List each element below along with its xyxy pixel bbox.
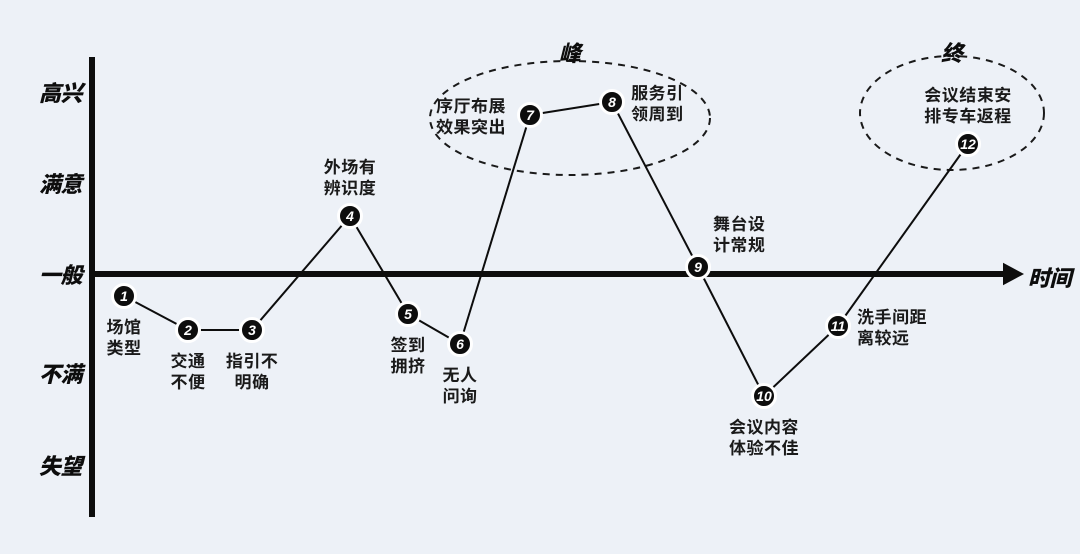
journey-chart: 高兴满意一般不满失望 时间 峰 终 1 场馆类型 2 交通不便 3 指引不明确 4 外场有辨识度 5 签到… [0, 0, 1080, 554]
y-axis-label: 一般 [22, 258, 82, 290]
point-label: 舞台设计常规 [713, 212, 773, 255]
y-axis-label: 失望 [22, 449, 82, 481]
data-point: 2 [175, 317, 201, 343]
point-marker: 10 [751, 383, 777, 409]
section-label: 峰 [559, 36, 581, 68]
point-label: 外场有辨识度 [320, 155, 380, 198]
point-marker: 12 [955, 131, 981, 157]
point-marker: 2 [175, 317, 201, 343]
section-label: 终 [941, 36, 963, 68]
point-label: 会议内容体验不佳 [724, 415, 804, 458]
data-point: 12 [955, 131, 981, 157]
point-marker: 6 [447, 331, 473, 357]
data-point: 3 [239, 317, 265, 343]
y-axis-label: 满意 [22, 167, 82, 199]
point-marker: 7 [517, 102, 543, 128]
point-label: 签到拥挤 [387, 333, 429, 376]
data-point: 4 [337, 203, 363, 229]
data-point: 10 [751, 383, 777, 409]
x-axis-label: 时间 [1028, 261, 1071, 293]
point-label: 洗手间距离较远 [857, 305, 937, 348]
y-axis-label: 高兴 [22, 76, 82, 108]
data-point: 6 [447, 331, 473, 357]
point-label: 指引不明确 [222, 349, 282, 392]
point-marker: 9 [685, 254, 711, 280]
data-point: 1 [111, 283, 137, 309]
point-marker: 5 [395, 301, 421, 327]
point-marker: 4 [337, 203, 363, 229]
point-marker: 3 [239, 317, 265, 343]
point-marker: 11 [825, 313, 851, 339]
data-point: 9 [685, 254, 711, 280]
data-point: 8 [599, 89, 625, 115]
point-marker: 1 [111, 283, 137, 309]
data-point: 5 [395, 301, 421, 327]
point-label: 序厅布展效果突出 [431, 94, 511, 137]
point-label: 无人问询 [439, 363, 481, 406]
point-label: 服务引领周到 [631, 81, 691, 124]
y-axis-label: 不满 [22, 357, 82, 389]
point-label: 场馆类型 [103, 315, 145, 358]
point-label: 交通不便 [167, 349, 209, 392]
data-point: 11 [825, 313, 851, 339]
point-marker: 8 [599, 89, 625, 115]
point-label: 会议结束安排专车返程 [918, 83, 1018, 126]
data-point: 7 [517, 102, 543, 128]
